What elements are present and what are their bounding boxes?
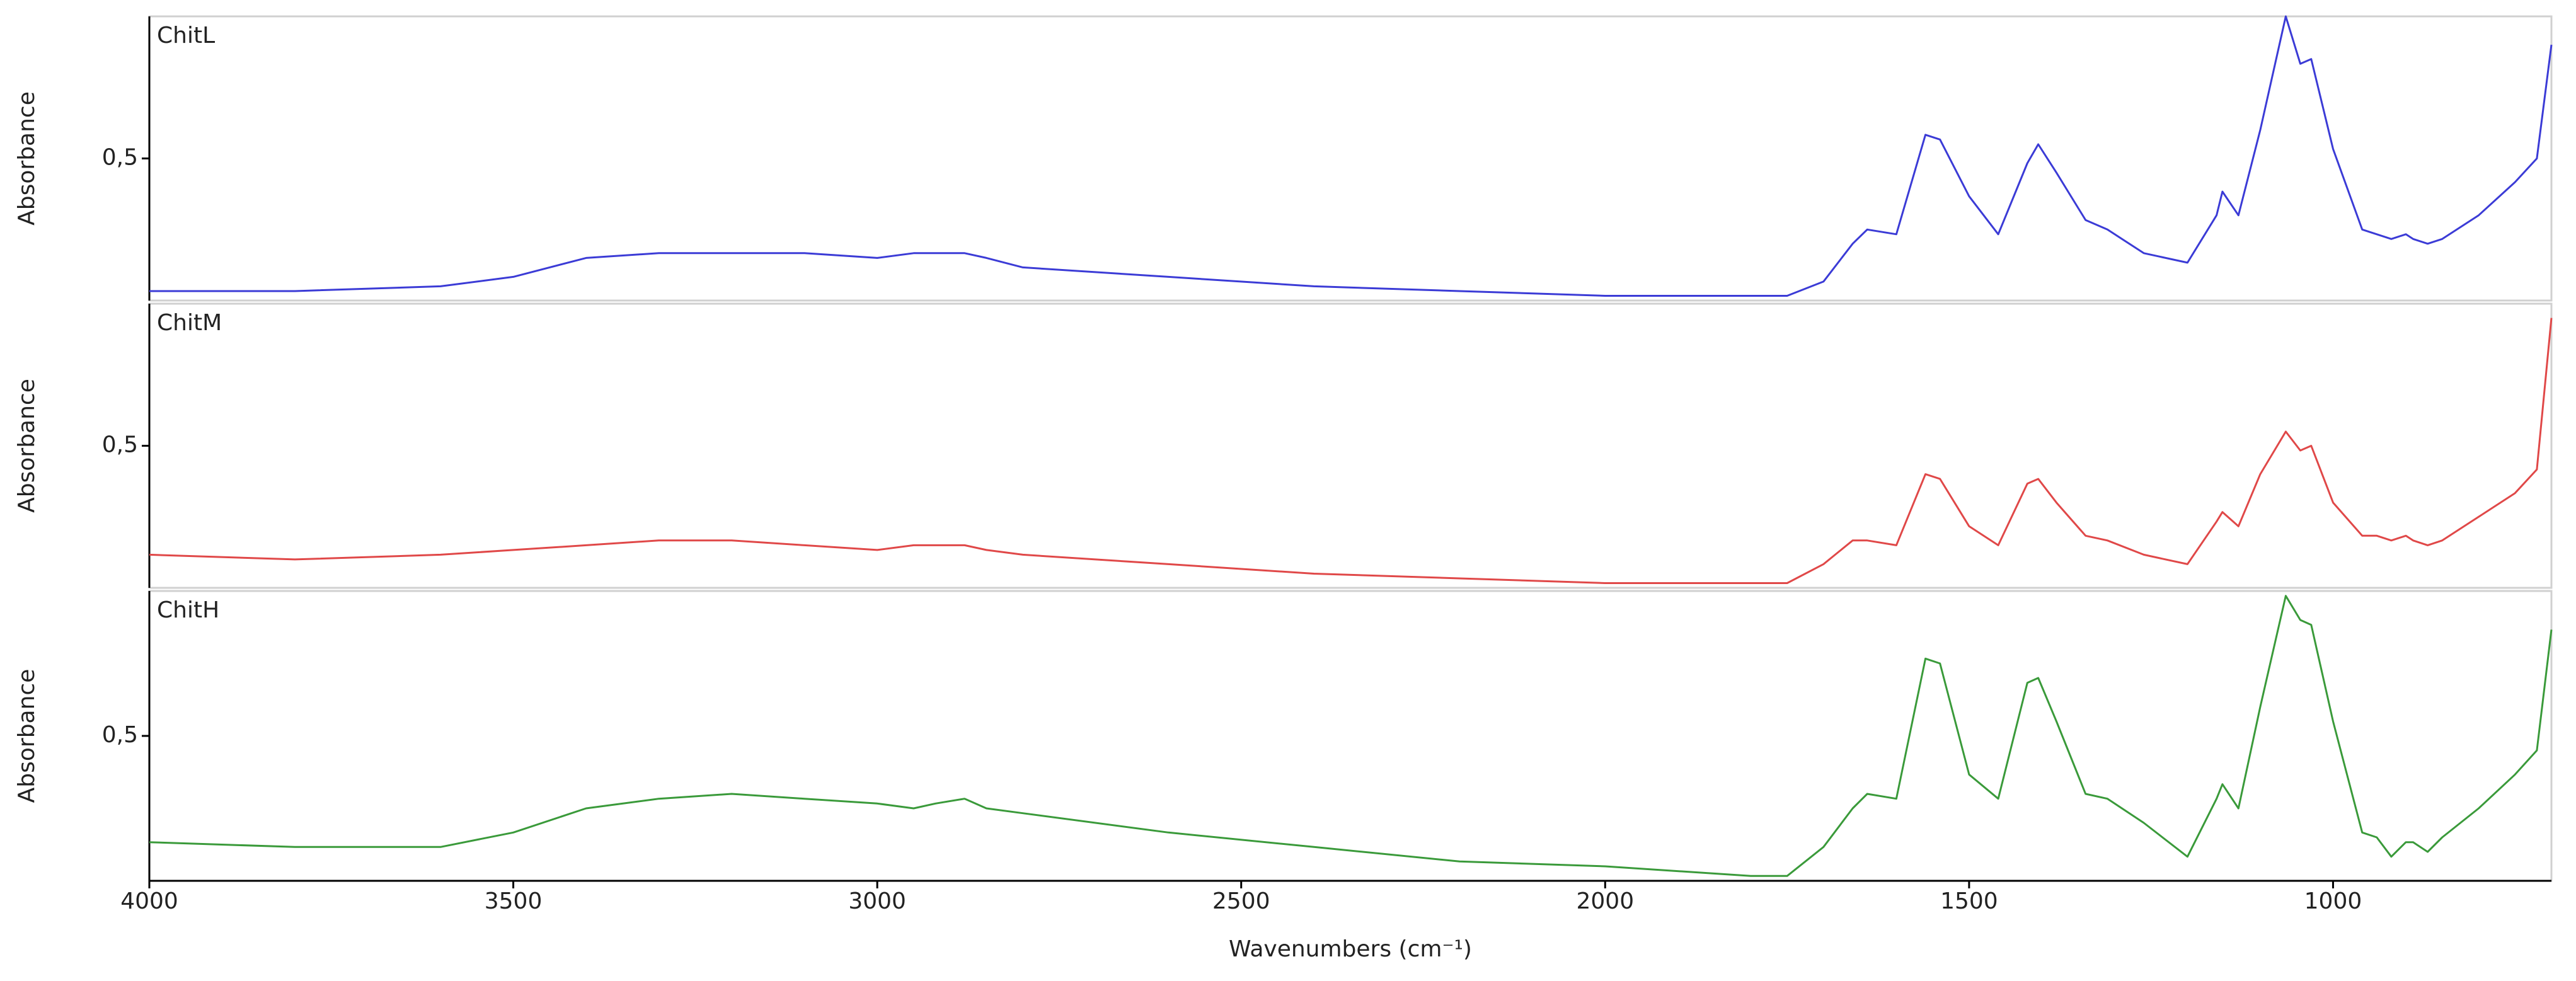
y-tick-label: 0,5: [102, 145, 138, 171]
x-tick-label: 4000: [120, 888, 178, 914]
y-tick-label: 0,5: [102, 722, 138, 748]
x-tick-label: 2500: [1212, 888, 1270, 914]
x-tick-label: 1500: [1940, 888, 1998, 914]
panel-title: ChitM: [157, 310, 222, 336]
panel-frame: [148, 590, 2553, 882]
spectrum-line: [149, 595, 2553, 877]
x-tick-label: 1000: [2304, 888, 2362, 914]
y-axis-label: Absorbance: [14, 91, 40, 226]
panel-title: ChitH: [157, 597, 219, 623]
y-axis-label: Absorbance: [14, 669, 40, 803]
spectrum-line: [149, 318, 2553, 584]
x-tick-label: 3500: [485, 888, 543, 914]
panel-frame: [148, 302, 2553, 589]
x-axis-label: Wavenumbers (cm⁻¹): [1229, 936, 1472, 962]
x-tick-label: 3000: [848, 888, 906, 914]
y-axis-label: Absorbance: [14, 379, 40, 513]
spectrum-line: [149, 15, 2553, 297]
y-tick-label: 0,5: [102, 432, 138, 458]
panel-title: ChitL: [157, 23, 215, 49]
x-tick-label: 2000: [1576, 888, 1634, 914]
